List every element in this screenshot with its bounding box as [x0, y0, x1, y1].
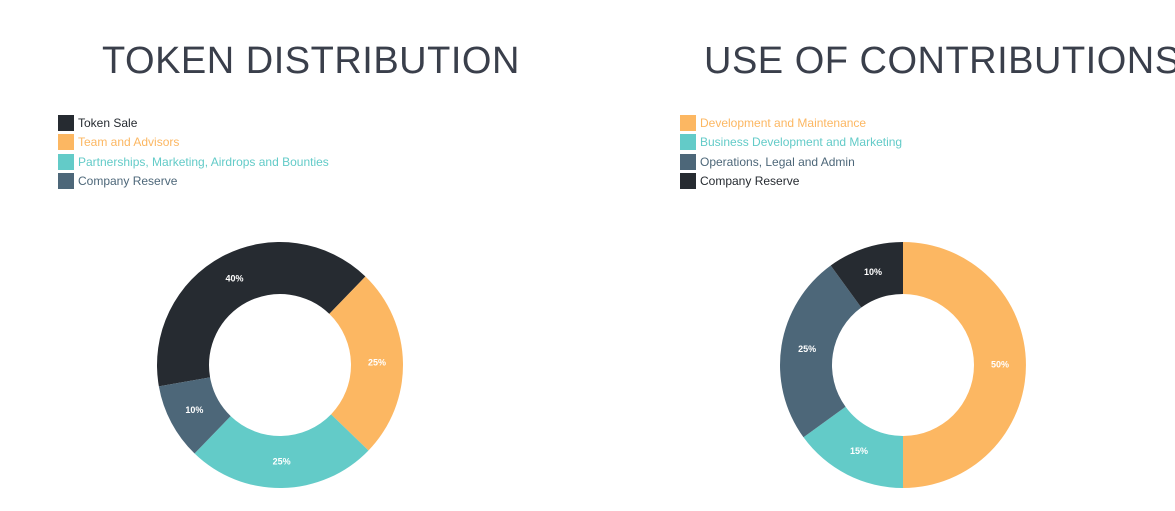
donut-slice[interactable]	[903, 242, 1026, 488]
legend-item-team-and-advisors[interactable]: Team and Advisors	[58, 133, 329, 153]
use-of-contributions-panel: USE OF CONTRIBUTIONS Development and Mai…	[600, 0, 1175, 511]
legend-label: Development and Maintenance	[700, 115, 867, 130]
legend-swatch	[680, 153, 696, 170]
donut-chart: 50% 15% 25% 10%	[780, 242, 1026, 488]
slice-value-label: 10%	[185, 405, 203, 415]
donut-slice[interactable]	[157, 242, 366, 387]
legend-swatch	[58, 134, 74, 151]
donut-chart: 40% 25% 25% 10%	[157, 242, 403, 488]
legend-item-company-reserve[interactable]: Company Reserve	[680, 172, 902, 192]
chart-title: USE OF CONTRIBUTIONS	[704, 40, 1175, 82]
legend-item-business-development[interactable]: Business Development and Marketing	[680, 133, 902, 153]
legend-label: Operations, Legal and Admin	[700, 154, 855, 169]
legend-swatch	[58, 173, 74, 190]
legend-label: Team and Advisors	[78, 135, 180, 150]
donut-slice[interactable]	[158, 377, 231, 454]
legend-swatch	[680, 173, 696, 190]
legend-item-token-sale[interactable]: Token Sale	[58, 113, 329, 133]
legend-swatch	[680, 134, 696, 151]
legend-label: Company Reserve	[700, 174, 800, 189]
donut-slice[interactable]	[830, 242, 903, 308]
legend-swatch	[680, 114, 696, 131]
legend-label: Partnerships, Marketing, Airdrops and Bo…	[78, 154, 329, 169]
legend-item-partnerships[interactable]: Partnerships, Marketing, Airdrops and Bo…	[58, 152, 329, 172]
slice-value-label: 15%	[850, 446, 868, 456]
donut-slice[interactable]	[329, 276, 403, 451]
donut-slice[interactable]	[194, 414, 369, 488]
legend-label: Token Sale	[78, 115, 138, 130]
chart-legend: Development and Maintenance Business Dev…	[680, 113, 902, 191]
legend-item-company-reserve[interactable]: Company Reserve	[58, 172, 329, 192]
slice-value-label: 10%	[864, 267, 882, 277]
slice-value-label: 40%	[225, 274, 243, 284]
slice-value-label: 25%	[368, 358, 386, 368]
legend-item-development-and-maintenance[interactable]: Development and Maintenance	[680, 113, 902, 133]
donut-slice[interactable]	[780, 265, 862, 438]
slice-value-label: 25%	[798, 344, 816, 354]
legend-label: Company Reserve	[78, 174, 178, 189]
slice-value-label: 50%	[991, 359, 1009, 369]
donut-slice[interactable]	[803, 406, 903, 488]
slice-value-label: 25%	[273, 456, 291, 466]
legend-label: Business Development and Marketing	[700, 135, 903, 150]
legend-swatch	[58, 153, 74, 170]
legend-item-operations-legal-admin[interactable]: Operations, Legal and Admin	[680, 152, 902, 172]
token-distribution-panel: TOKEN DISTRIBUTION Token Sale Team and A…	[0, 0, 560, 511]
chart-legend: Token Sale Team and Advisors Partnership…	[58, 113, 329, 191]
chart-title: TOKEN DISTRIBUTION	[102, 40, 520, 82]
legend-swatch	[58, 114, 74, 131]
